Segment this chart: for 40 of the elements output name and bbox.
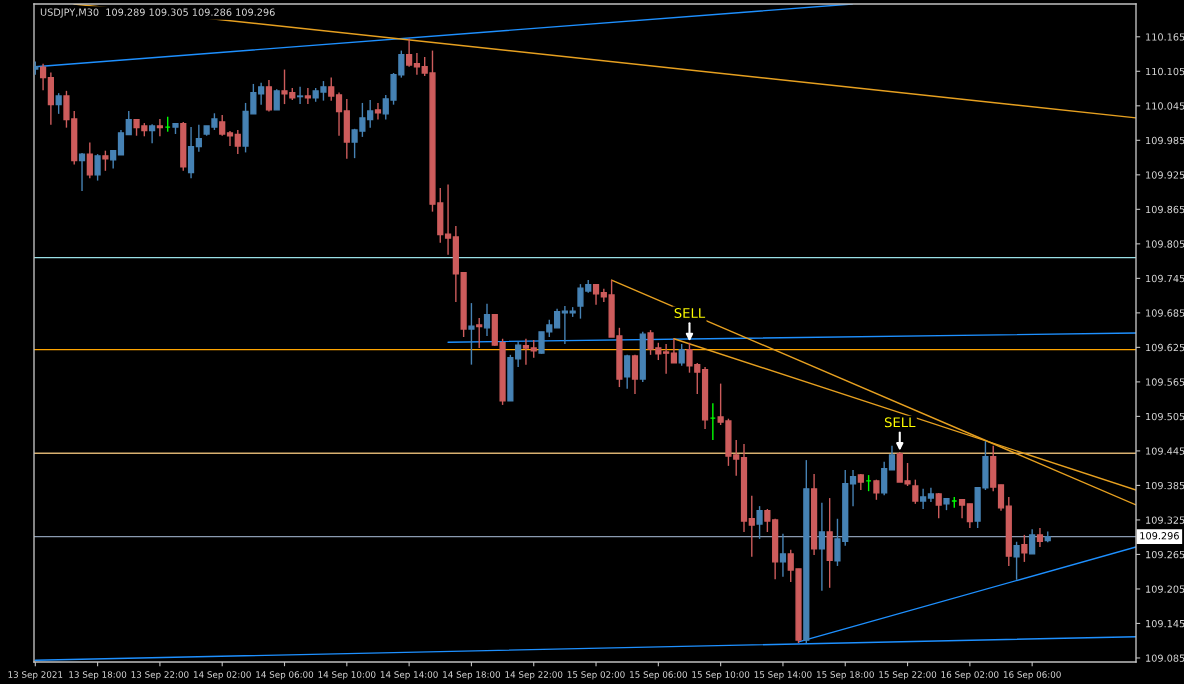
x-tick-label: 14 Sep 02:00 — [193, 671, 251, 680]
y-tick-label: 109.205 — [1146, 585, 1184, 593]
x-tick-label: 15 Sep 10:00 — [692, 671, 750, 680]
x-tick-label: 13 Sep 18:00 — [69, 671, 127, 680]
y-tick-label: 109.385 — [1146, 481, 1184, 490]
x-tick-label: 15 Sep 06:00 — [630, 671, 687, 680]
y-tick-label: 110.105 — [1146, 67, 1184, 76]
x-tick-label: 14 Sep 22:00 — [505, 671, 563, 680]
y-tick-label: 109.085 — [1146, 654, 1184, 662]
y-tick-label: 109.925 — [1146, 171, 1184, 179]
x-tick-label: 14 Sep 14:00 — [380, 671, 438, 680]
annotation: SELL — [884, 417, 916, 428]
y-tick-label: 109.505 — [1146, 412, 1184, 421]
y-tick-label: 109.985 — [1146, 136, 1184, 145]
y-tick-label: 109.325 — [1146, 516, 1184, 524]
x-tick-label: 14 Sep 10:00 — [318, 671, 376, 680]
y-tick-label: 109.805 — [1146, 240, 1184, 248]
x-tick-label: 16 Sep 06:00 — [1003, 671, 1061, 680]
y-tick-label: 109.625 — [1146, 343, 1184, 352]
x-tick-label: 15 Sep 14:00 — [754, 671, 812, 680]
y-tick-label: 109.445 — [1146, 447, 1184, 455]
x-tick-label: 14 Sep 18:00 — [443, 671, 501, 680]
y-tick-label: 109.745 — [1146, 274, 1184, 283]
x-tick-label: 16 Sep 02:00 — [941, 671, 999, 680]
y-tick-label: 109.565 — [1146, 378, 1184, 386]
x-tick-label: 15 Sep 22:00 — [879, 671, 937, 680]
y-tick-label: 109.685 — [1146, 309, 1184, 317]
y-tick-label: 109.265 — [1146, 550, 1184, 559]
x-tick-label: 14 Sep 06:00 — [256, 671, 314, 680]
x-tick-label: 13 Sep 2021 — [8, 671, 63, 680]
y-tick-label: 110.165 — [1146, 33, 1184, 41]
x-tick-label: 13 Sep 22:00 — [131, 671, 189, 680]
x-tick-label: 15 Sep 02:00 — [567, 671, 625, 680]
annotation: SELL — [674, 308, 706, 318]
x-tick-label: 15 Sep 18:00 — [817, 671, 874, 680]
chart-title: USDJPY,M30 109.289 109.305 109.286 109.296 — [40, 8, 275, 18]
y-tick-label: 109.145 — [1146, 619, 1184, 628]
y-tick-label: 110.045 — [1146, 102, 1184, 110]
ref-line-label: 109.296 — [1140, 532, 1179, 540]
y-tick-label: 109.865 — [1146, 205, 1184, 214]
